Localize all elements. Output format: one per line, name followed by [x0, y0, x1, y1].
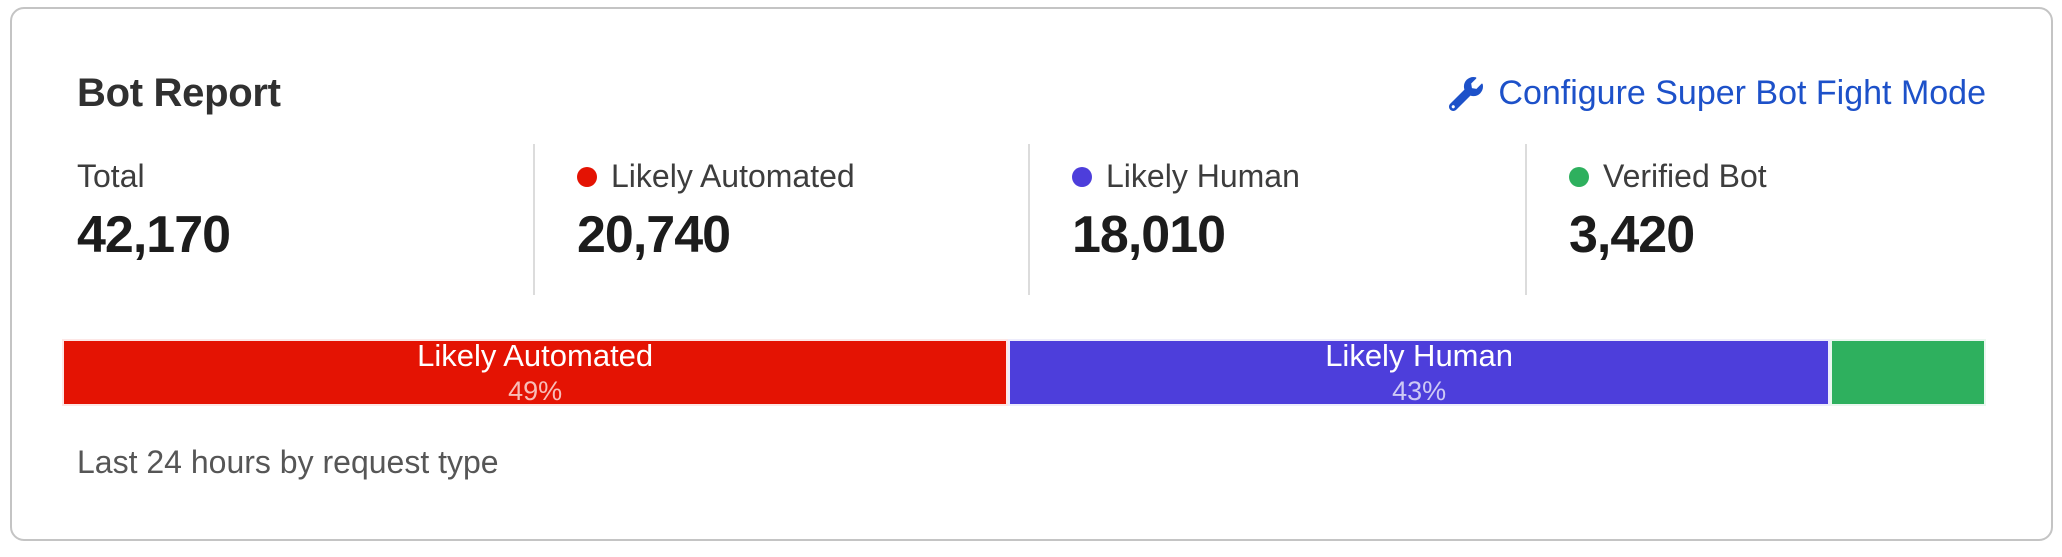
- stat-likely-human: Likely Human 18,010: [1028, 144, 1525, 295]
- bar-segment-likely-automated-label: Likely Automated: [417, 339, 654, 374]
- bar-segment-likely-human-percent: 43%: [1392, 375, 1447, 406]
- stats-row: Total 42,170 Likely Automated 20,740 Lik…: [77, 144, 1986, 295]
- bar-segment-likely-human-label: Likely Human: [1325, 339, 1513, 374]
- bar-segment-likely-human: Likely Human 43%: [1008, 339, 1830, 406]
- configure-super-bot-fight-mode-link[interactable]: Configure Super Bot Fight Mode: [1449, 74, 1986, 113]
- bar-segment-likely-automated-percent: 49%: [508, 375, 563, 406]
- configure-link-label: Configure Super Bot Fight Mode: [1498, 74, 1986, 112]
- stat-likely-human-label: Likely Human: [1106, 158, 1300, 194]
- stat-likely-automated-value: 20,740: [577, 206, 731, 264]
- bot-distribution-stacked-bar: Likely Automated 49% Likely Human 43%: [62, 339, 1986, 406]
- stat-likely-human-value: 18,010: [1072, 206, 1226, 264]
- stat-total-label: Total: [77, 158, 145, 194]
- likely-automated-dot-icon: [577, 166, 597, 187]
- likely-human-dot-icon: [1072, 166, 1092, 187]
- stat-likely-automated: Likely Automated 20,740: [533, 144, 1028, 295]
- bot-report-card: Bot Report Configure Super Bot Fight Mod…: [10, 7, 2053, 541]
- stat-verified-bot: Verified Bot 3,420: [1525, 144, 1986, 295]
- stat-verified-bot-value: 3,420: [1569, 206, 1695, 264]
- bar-segment-verified-bot: [1829, 339, 1986, 406]
- stat-total: Total 42,170: [77, 144, 533, 295]
- stat-verified-bot-label: Verified Bot: [1603, 158, 1767, 194]
- bar-segment-likely-automated: Likely Automated 49%: [62, 339, 1009, 406]
- verified-bot-dot-icon: [1569, 166, 1589, 187]
- stat-likely-automated-label: Likely Automated: [611, 158, 855, 194]
- wrench-icon: [1449, 76, 1484, 111]
- stat-total-value: 42,170: [77, 206, 231, 264]
- page-title: Bot Report: [77, 71, 281, 115]
- card-header: Bot Report Configure Super Bot Fight Mod…: [77, 71, 1986, 116]
- chart-caption: Last 24 hours by request type: [77, 444, 499, 480]
